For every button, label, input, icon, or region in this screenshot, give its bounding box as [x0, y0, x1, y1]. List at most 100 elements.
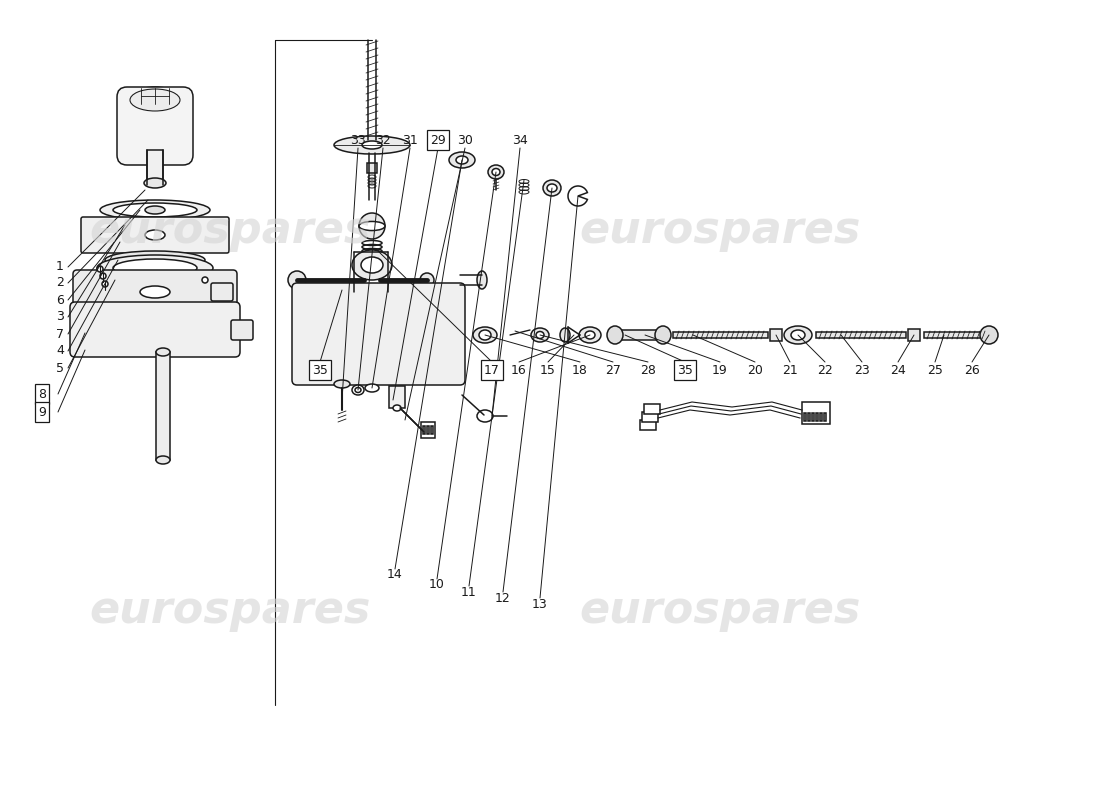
- Text: eurospares: eurospares: [89, 209, 371, 251]
- Ellipse shape: [547, 184, 557, 192]
- Bar: [924, 332, 984, 338]
- Text: 34: 34: [513, 134, 528, 146]
- Bar: [816, 413, 818, 421]
- Text: 29: 29: [430, 134, 446, 146]
- Bar: [424, 426, 425, 434]
- Bar: [367, 163, 377, 173]
- Ellipse shape: [543, 180, 561, 196]
- Ellipse shape: [560, 328, 570, 342]
- Ellipse shape: [488, 165, 504, 179]
- FancyBboxPatch shape: [81, 217, 229, 253]
- Bar: [389, 386, 405, 408]
- FancyBboxPatch shape: [211, 283, 233, 301]
- Ellipse shape: [980, 326, 998, 344]
- Text: 14: 14: [387, 569, 403, 582]
- Ellipse shape: [477, 271, 487, 289]
- Ellipse shape: [361, 257, 383, 273]
- Text: 13: 13: [532, 598, 548, 610]
- Ellipse shape: [334, 380, 350, 388]
- Text: 24: 24: [890, 363, 906, 377]
- Ellipse shape: [536, 331, 544, 338]
- Text: 35: 35: [678, 363, 693, 377]
- Text: 5: 5: [56, 362, 64, 374]
- Ellipse shape: [456, 156, 468, 164]
- Ellipse shape: [492, 169, 500, 175]
- Text: 10: 10: [429, 578, 444, 591]
- Ellipse shape: [145, 206, 165, 214]
- Text: 32: 32: [375, 134, 390, 146]
- Ellipse shape: [355, 387, 361, 393]
- Text: 28: 28: [640, 363, 656, 377]
- Bar: [640, 420, 656, 430]
- Ellipse shape: [130, 89, 180, 111]
- Bar: [431, 426, 433, 434]
- Text: 35: 35: [312, 363, 328, 377]
- Text: 20: 20: [747, 363, 763, 377]
- Bar: [421, 422, 434, 438]
- FancyBboxPatch shape: [292, 283, 465, 385]
- Text: 23: 23: [854, 363, 870, 377]
- Ellipse shape: [784, 326, 812, 344]
- Ellipse shape: [585, 331, 595, 339]
- Ellipse shape: [144, 178, 166, 188]
- Ellipse shape: [579, 327, 601, 343]
- Text: 3: 3: [56, 310, 64, 323]
- Ellipse shape: [156, 456, 170, 464]
- Ellipse shape: [791, 330, 805, 340]
- Ellipse shape: [202, 277, 208, 283]
- Ellipse shape: [145, 230, 165, 240]
- Ellipse shape: [473, 327, 497, 343]
- FancyBboxPatch shape: [231, 320, 253, 340]
- Text: eurospares: eurospares: [580, 209, 860, 251]
- Bar: [808, 413, 810, 421]
- Text: 6: 6: [56, 294, 64, 306]
- Ellipse shape: [288, 271, 306, 289]
- Bar: [824, 413, 826, 421]
- Bar: [770, 329, 782, 341]
- Bar: [156, 352, 170, 460]
- Text: 19: 19: [712, 363, 728, 377]
- Ellipse shape: [140, 286, 170, 298]
- Text: 12: 12: [495, 591, 510, 605]
- Ellipse shape: [100, 273, 106, 279]
- Ellipse shape: [156, 348, 170, 356]
- Bar: [804, 413, 806, 421]
- Ellipse shape: [477, 410, 493, 422]
- Ellipse shape: [102, 281, 108, 287]
- Text: 16: 16: [512, 363, 527, 377]
- FancyBboxPatch shape: [117, 87, 192, 165]
- Bar: [147, 150, 163, 185]
- Text: 7: 7: [56, 327, 64, 341]
- Text: 2: 2: [56, 277, 64, 290]
- Ellipse shape: [449, 152, 475, 168]
- Ellipse shape: [352, 385, 364, 395]
- Text: 1: 1: [56, 261, 64, 274]
- Ellipse shape: [478, 330, 491, 340]
- Text: eurospares: eurospares: [89, 589, 371, 631]
- Bar: [820, 413, 822, 421]
- Text: 15: 15: [540, 363, 556, 377]
- Ellipse shape: [362, 141, 382, 149]
- Ellipse shape: [97, 266, 103, 272]
- Text: 26: 26: [964, 363, 980, 377]
- Text: 25: 25: [927, 363, 943, 377]
- Text: 30: 30: [458, 134, 473, 146]
- Bar: [615, 330, 663, 340]
- Ellipse shape: [126, 87, 183, 117]
- Bar: [427, 426, 429, 434]
- Text: 9: 9: [39, 406, 46, 418]
- Bar: [802, 402, 830, 424]
- Text: 22: 22: [817, 363, 833, 377]
- Ellipse shape: [420, 273, 434, 287]
- Text: 18: 18: [572, 363, 587, 377]
- Bar: [812, 413, 814, 421]
- Text: 33: 33: [350, 134, 366, 146]
- Ellipse shape: [352, 250, 392, 280]
- Text: 11: 11: [461, 586, 477, 598]
- Ellipse shape: [359, 261, 385, 269]
- Text: 4: 4: [56, 345, 64, 358]
- Ellipse shape: [393, 405, 402, 411]
- FancyBboxPatch shape: [70, 302, 240, 357]
- Ellipse shape: [113, 203, 197, 217]
- Ellipse shape: [113, 259, 197, 277]
